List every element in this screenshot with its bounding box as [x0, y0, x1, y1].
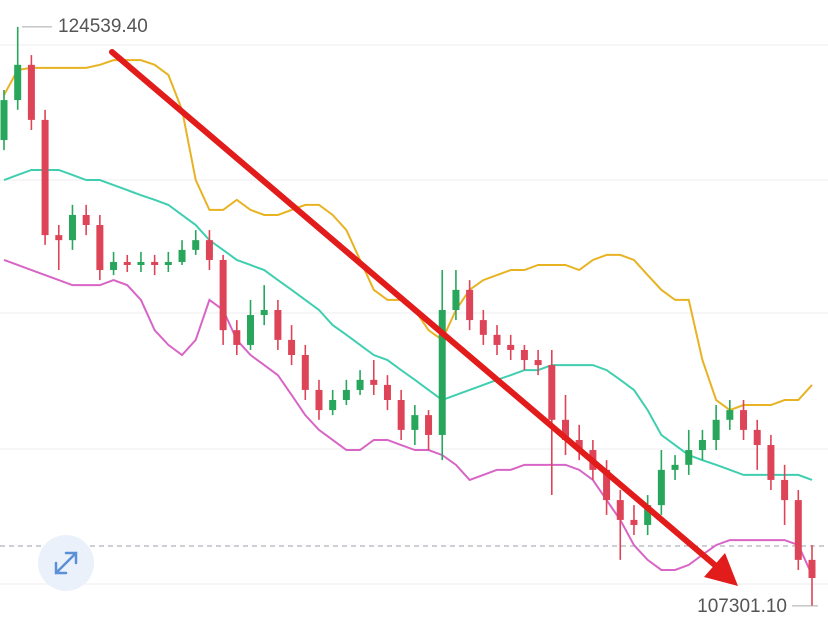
- candle-body: [123, 261, 131, 265]
- candle-body: [698, 439, 706, 451]
- band-line: [3, 259, 813, 576]
- candle-body: [68, 214, 76, 241]
- candle-body: [356, 379, 364, 390]
- candle-body: [0, 100, 8, 141]
- candle-body: [383, 384, 391, 401]
- candle-body: [685, 450, 693, 465]
- candle-body: [110, 261, 118, 271]
- candle-body: [41, 119, 49, 236]
- candle-body: [14, 64, 22, 101]
- candle-body: [96, 225, 104, 271]
- candle-body: [205, 240, 213, 260]
- candle-body: [794, 500, 802, 560]
- candle-body: [137, 261, 145, 265]
- candle-body: [507, 344, 515, 350]
- candle-body: [151, 261, 159, 265]
- min-label: 107301.10: [697, 596, 787, 617]
- candle-body: [342, 389, 350, 401]
- candle-body: [411, 415, 419, 430]
- expand-button[interactable]: [38, 535, 94, 591]
- candle-body: [520, 349, 528, 361]
- candle-body: [425, 415, 433, 435]
- candle-body: [164, 261, 172, 265]
- max-label: 124539.40: [58, 16, 148, 37]
- candle-body: [561, 419, 569, 440]
- candle-body: [603, 469, 611, 501]
- candle-body: [247, 315, 255, 345]
- candle-body: [329, 400, 337, 411]
- candle-body: [493, 334, 501, 345]
- candle-body: [370, 379, 378, 385]
- candle-body: [671, 464, 679, 470]
- band-line: [3, 59, 813, 412]
- candle-body: [82, 214, 90, 226]
- candle-body: [767, 445, 775, 480]
- candle-body: [808, 559, 816, 579]
- candle-body: [27, 64, 35, 120]
- candle-body: [575, 439, 583, 451]
- candle-body: [301, 355, 309, 390]
- candle-body: [534, 360, 542, 366]
- candle-body: [726, 410, 734, 420]
- candle-body: [274, 310, 282, 340]
- candle-body: [397, 400, 405, 430]
- candle-body: [260, 310, 268, 316]
- candle-body: [781, 479, 789, 501]
- plot: [0, 26, 816, 606]
- candle-body: [548, 365, 556, 420]
- candle-body: [178, 249, 186, 262]
- candle-body: [219, 259, 227, 331]
- candle-body: [233, 330, 241, 345]
- candle-body: [479, 320, 487, 335]
- candle-body: [192, 240, 200, 250]
- band-line: [3, 168, 813, 481]
- candle-body: [740, 410, 748, 430]
- candle-body: [753, 429, 761, 446]
- candle-body: [630, 519, 638, 525]
- candle-body: [438, 310, 446, 435]
- candle-body: [712, 419, 720, 440]
- candle-body: [55, 235, 63, 241]
- candle-body: [315, 389, 323, 411]
- candle-body: [657, 469, 665, 506]
- candle-body: [616, 500, 624, 520]
- candle-body: [288, 339, 296, 356]
- trend-arrow: [109, 49, 738, 586]
- candle-body: [466, 289, 474, 321]
- candle-body: [452, 289, 460, 310]
- candle-body: [644, 505, 652, 525]
